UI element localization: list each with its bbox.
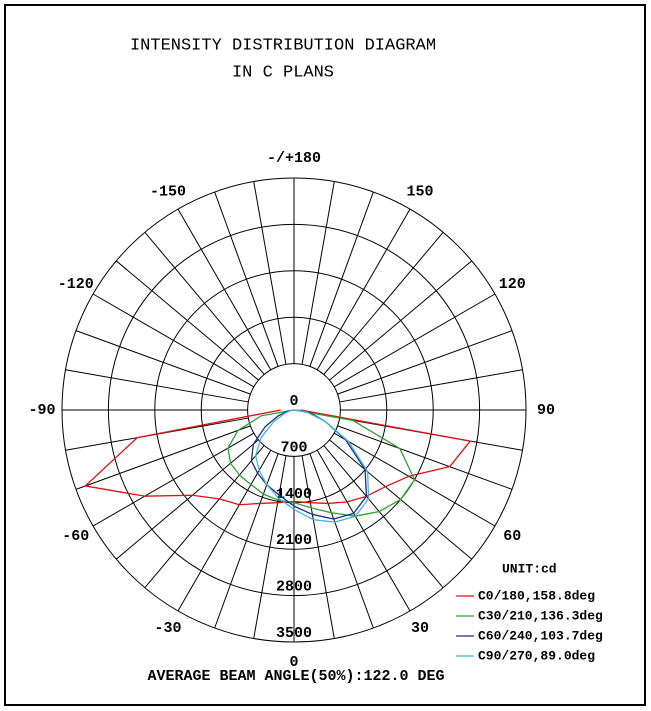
spoke <box>144 445 265 589</box>
radial-label: 3500 <box>276 625 312 642</box>
angle-label: -60 <box>62 528 89 545</box>
radial-label: 0 <box>289 393 298 410</box>
spoke <box>75 330 251 395</box>
spoke <box>253 181 287 365</box>
intensity-curve <box>255 409 370 523</box>
spoke <box>115 260 259 381</box>
spoke <box>337 330 513 395</box>
angle-label: 0 <box>289 654 298 671</box>
angle-label: 30 <box>411 620 429 637</box>
angle-label: 90 <box>537 402 555 419</box>
spoke <box>214 453 279 629</box>
angle-label: -120 <box>58 276 94 293</box>
angle-label: -30 <box>154 620 181 637</box>
spoke <box>339 369 523 403</box>
spoke <box>144 231 265 375</box>
spoke <box>316 208 411 371</box>
radial-label: 2100 <box>276 532 312 549</box>
intensity-curve <box>84 409 471 506</box>
spoke <box>115 439 259 560</box>
spoke <box>323 231 444 375</box>
legend-label: C90/270,89.0deg <box>478 648 595 663</box>
spoke <box>75 425 251 490</box>
angle-label: 120 <box>499 276 526 293</box>
spoke <box>65 369 249 403</box>
spoke <box>301 455 335 639</box>
legend-label: C60/240,103.7deg <box>478 628 603 643</box>
spoke <box>301 181 335 365</box>
spoke <box>253 455 287 639</box>
spoke <box>329 260 473 381</box>
legend-label: C30/210,136.3deg <box>478 608 603 623</box>
angle-label: -90 <box>28 402 55 419</box>
intensity-curve <box>227 409 416 517</box>
spoke <box>92 293 255 388</box>
chart-subtitle: IN C PLANS <box>232 63 334 82</box>
spoke <box>337 425 513 490</box>
spoke <box>309 453 374 629</box>
spoke <box>309 191 374 367</box>
angle-label: 60 <box>503 528 521 545</box>
footer: AVERAGE BEAM ANGLE(50%):122.0 DEG <box>147 668 444 685</box>
angle-label: -150 <box>150 184 186 201</box>
spoke <box>92 432 255 527</box>
radial-label: 700 <box>280 439 307 456</box>
spoke <box>316 449 411 612</box>
angle-label: -/+180 <box>267 150 321 167</box>
radial-label: 2800 <box>276 579 312 596</box>
spoke <box>333 293 496 388</box>
spoke <box>177 449 272 612</box>
spoke <box>323 445 444 589</box>
radial-label: 1400 <box>276 486 312 503</box>
unit-label: UNIT:cd <box>502 561 557 576</box>
spoke <box>214 191 279 367</box>
angle-label: 150 <box>406 184 433 201</box>
legend-label: C0/180,158.8deg <box>478 588 595 603</box>
chart-title: INTENSITY DISTRIBUTION DIAGRAM <box>130 36 436 55</box>
spoke <box>177 208 272 371</box>
